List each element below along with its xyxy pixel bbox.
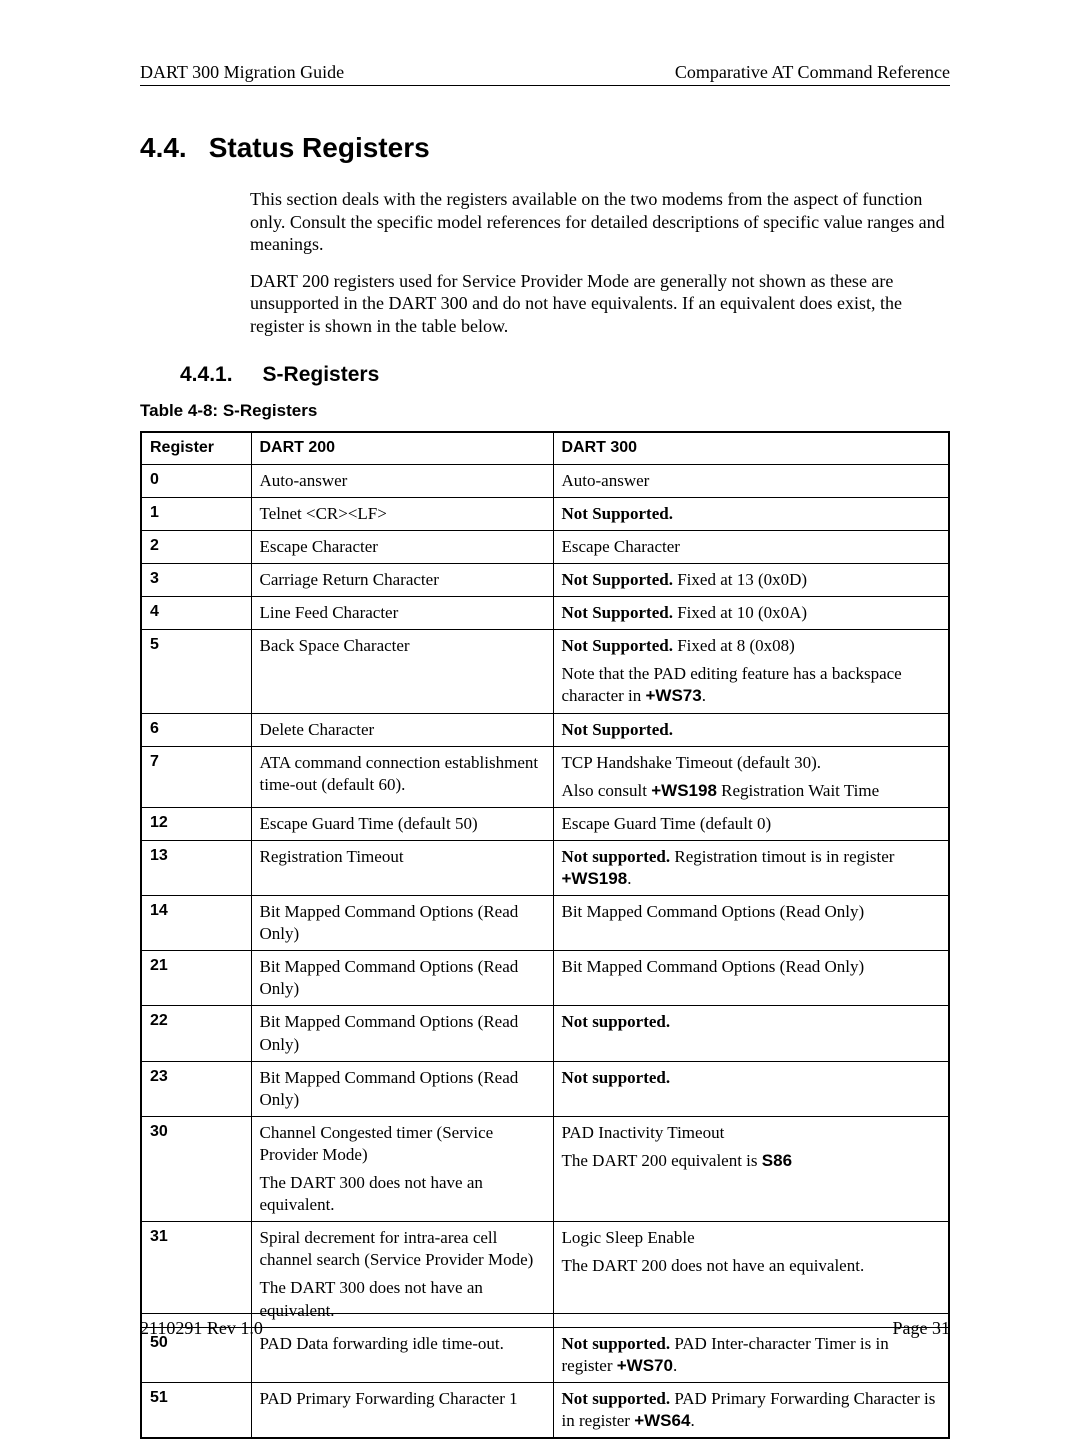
register-cell: 12 (141, 807, 251, 840)
register-cell: 3 (141, 564, 251, 597)
table-row: 0Auto-answerAuto-answer (141, 464, 949, 497)
register-cell: 4 (141, 597, 251, 630)
dart300-cell: PAD Inactivity TimeoutThe DART 200 equiv… (553, 1116, 949, 1221)
dart200-cell: Back Space Character (251, 630, 553, 713)
register-cell: 31 (141, 1222, 251, 1327)
table-row: 31Spiral decrement for intra-area cell c… (141, 1222, 949, 1327)
table-row: 1Telnet <CR><LF>Not Supported. (141, 497, 949, 530)
dart200-cell: Bit Mapped Command Options (Read Only) (251, 951, 553, 1006)
footer-right: Page 31 (893, 1318, 951, 1339)
dart300-cell: Not Supported. (553, 497, 949, 530)
dart200-cell: Bit Mapped Command Options (Read Only) (251, 1006, 553, 1061)
running-footer: 2110291 Rev 1.0 Page 31 (140, 1313, 950, 1339)
table-header: DART 200 (251, 432, 553, 464)
dart200-cell: Spiral decrement for intra-area cell cha… (251, 1222, 553, 1327)
register-cell: 21 (141, 951, 251, 1006)
table-row: 51PAD Primary Forwarding Character 1Not … (141, 1382, 949, 1438)
dart200-cell: Carriage Return Character (251, 564, 553, 597)
section-number: 4.4. (140, 132, 187, 164)
table-row: 7ATA command connection establishment ti… (141, 746, 949, 807)
table-row: 13Registration TimeoutNot supported. Reg… (141, 840, 949, 895)
register-cell: 22 (141, 1006, 251, 1061)
dart200-cell: Delete Character (251, 713, 553, 746)
subsection-heading: 4.4.1. S-Registers (140, 363, 950, 387)
dart300-cell: Not supported. (553, 1006, 949, 1061)
table-caption: Table 4-8: S-Registers (140, 401, 950, 421)
table-row: 5Back Space CharacterNot Supported. Fixe… (141, 630, 949, 713)
footer-left: 2110291 Rev 1.0 (140, 1318, 263, 1339)
register-cell: 13 (141, 840, 251, 895)
dart300-cell: Not Supported. Fixed at 10 (0x0A) (553, 597, 949, 630)
dart200-cell: ATA command connection establishment tim… (251, 746, 553, 807)
dart300-cell: Logic Sleep EnableThe DART 200 does not … (553, 1222, 949, 1327)
dart200-cell: Auto-answer (251, 464, 553, 497)
section-heading: 4.4. Status Registers (140, 132, 950, 164)
dart300-cell: Not Supported. (553, 713, 949, 746)
dart300-cell: Bit Mapped Command Options (Read Only) (553, 951, 949, 1006)
dart200-cell: Escape Character (251, 530, 553, 563)
table-row: 4Line Feed CharacterNot Supported. Fixed… (141, 597, 949, 630)
table-header: Register (141, 432, 251, 464)
dart300-cell: Escape Guard Time (default 0) (553, 807, 949, 840)
dart300-cell: Bit Mapped Command Options (Read Only) (553, 896, 949, 951)
dart300-cell: Not supported. (553, 1061, 949, 1116)
table-row: 6Delete CharacterNot Supported. (141, 713, 949, 746)
dart300-cell: Not supported. Registration timout is in… (553, 840, 949, 895)
register-cell: 7 (141, 746, 251, 807)
section-title: Status Registers (209, 132, 430, 163)
table-header: DART 300 (553, 432, 949, 464)
register-cell: 23 (141, 1061, 251, 1116)
table-row: 30Channel Congested timer (Service Provi… (141, 1116, 949, 1221)
header-right: Comparative AT Command Reference (675, 62, 950, 83)
table-row: 14Bit Mapped Command Options (Read Only)… (141, 896, 949, 951)
dart200-cell: Bit Mapped Command Options (Read Only) (251, 896, 553, 951)
subsection-title: S-Registers (263, 363, 380, 386)
dart200-cell: PAD Primary Forwarding Character 1 (251, 1382, 553, 1438)
register-cell: 6 (141, 713, 251, 746)
table-row: 23Bit Mapped Command Options (Read Only)… (141, 1061, 949, 1116)
dart200-cell: Telnet <CR><LF> (251, 497, 553, 530)
register-cell: 30 (141, 1116, 251, 1221)
table-row: 12Escape Guard Time (default 50)Escape G… (141, 807, 949, 840)
register-cell: 5 (141, 630, 251, 713)
subsection-number: 4.4.1. (180, 363, 233, 387)
paragraph: This section deals with the registers av… (250, 188, 950, 256)
dart200-cell: Bit Mapped Command Options (Read Only) (251, 1061, 553, 1116)
table-row: 2Escape CharacterEscape Character (141, 530, 949, 563)
register-cell: 14 (141, 896, 251, 951)
dart300-cell: Auto-answer (553, 464, 949, 497)
register-cell: 51 (141, 1382, 251, 1438)
section-body: This section deals with the registers av… (250, 188, 950, 337)
table-row: 3Carriage Return CharacterNot Supported.… (141, 564, 949, 597)
table-row: 22Bit Mapped Command Options (Read Only)… (141, 1006, 949, 1061)
dart300-cell: TCP Handshake Timeout (default 30).Also … (553, 746, 949, 807)
paragraph: DART 200 registers used for Service Prov… (250, 270, 950, 338)
header-left: DART 300 Migration Guide (140, 62, 344, 83)
register-cell: 2 (141, 530, 251, 563)
dart200-cell: Escape Guard Time (default 50) (251, 807, 553, 840)
dart300-cell: Escape Character (553, 530, 949, 563)
dart300-cell: Not Supported. Fixed at 13 (0x0D) (553, 564, 949, 597)
register-cell: 1 (141, 497, 251, 530)
dart300-cell: Not Supported. Fixed at 8 (0x08)Note tha… (553, 630, 949, 713)
s-registers-table: Register DART 200 DART 300 0Auto-answerA… (140, 431, 950, 1439)
dart300-cell: Not supported. PAD Primary Forwarding Ch… (553, 1382, 949, 1438)
dart200-cell: Channel Congested timer (Service Provide… (251, 1116, 553, 1221)
dart200-cell: Registration Timeout (251, 840, 553, 895)
table-row: 21Bit Mapped Command Options (Read Only)… (141, 951, 949, 1006)
running-header: DART 300 Migration Guide Comparative AT … (140, 62, 950, 86)
register-cell: 0 (141, 464, 251, 497)
dart200-cell: Line Feed Character (251, 597, 553, 630)
